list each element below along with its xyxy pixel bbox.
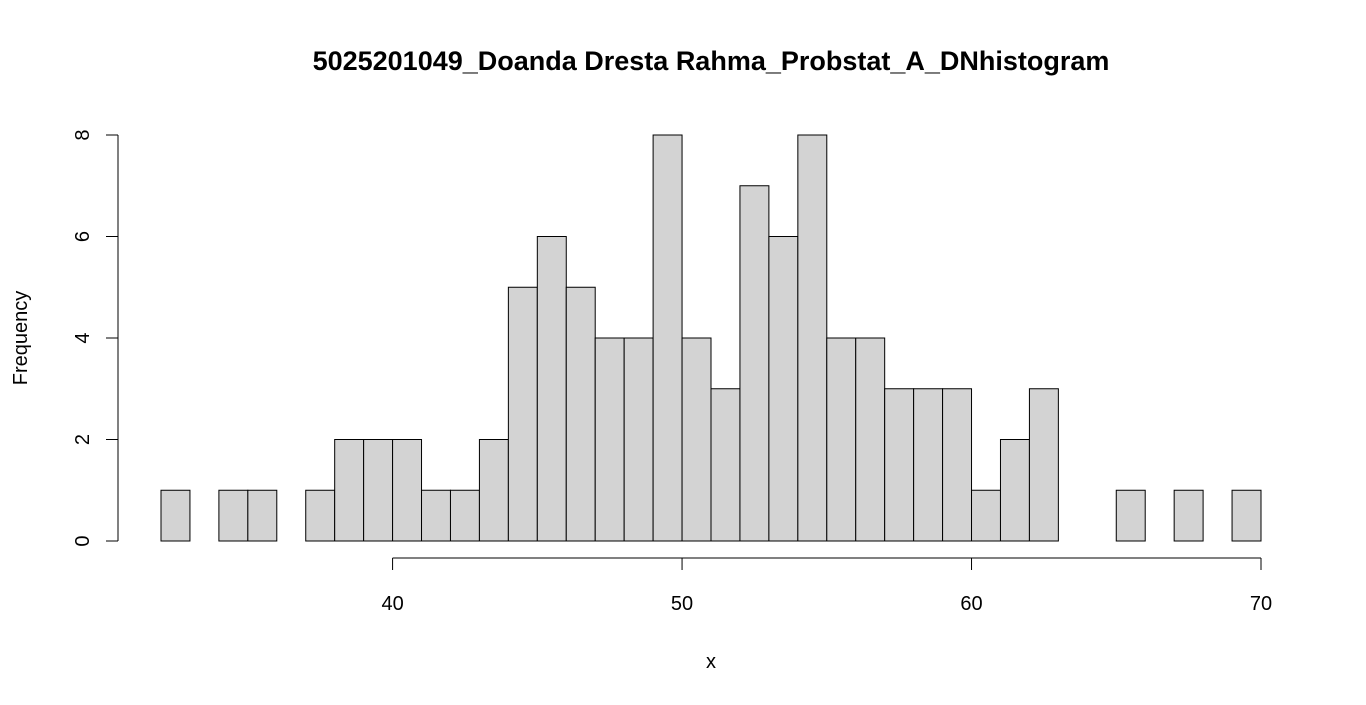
histogram-bar	[594, 337, 625, 542]
histogram-bar	[971, 489, 1001, 542]
histogram-bar	[392, 439, 423, 542]
histogram-bar	[739, 185, 770, 542]
histogram-bar	[478, 439, 509, 542]
histogram-bar	[421, 489, 451, 542]
histogram-bar	[884, 388, 915, 542]
histogram-bar	[826, 337, 857, 542]
histogram-bar	[652, 134, 683, 542]
histogram-bar	[999, 439, 1030, 542]
histogram-bar	[334, 439, 365, 542]
y-tick-label: 2	[72, 434, 94, 445]
histogram-bar	[536, 236, 567, 542]
histogram-bar	[218, 489, 249, 542]
histogram-bar	[247, 489, 278, 542]
chart-title: 5025201049_Doanda Dresta Rahma_Probstat_…	[313, 46, 1110, 76]
histogram-bar	[768, 236, 799, 542]
histogram-bar	[1028, 388, 1059, 542]
histogram-bar	[160, 489, 191, 542]
x-tick-label: 60	[960, 593, 982, 615]
x-tick-label: 50	[671, 593, 693, 615]
histogram-bar	[942, 388, 973, 542]
histogram-bar	[681, 337, 712, 542]
y-axis-label: Frequency	[10, 291, 32, 386]
histogram-bar	[1231, 489, 1262, 542]
histogram-bar	[507, 286, 538, 542]
y-tick-label: 6	[72, 231, 94, 242]
histogram-bar	[855, 337, 886, 542]
histogram-bar	[305, 489, 336, 542]
bars-group	[160, 134, 1262, 542]
y-tick-label: 8	[72, 129, 94, 140]
histogram-bar	[797, 134, 828, 542]
histogram-bar	[363, 439, 394, 542]
y-axis: 0 2 4 6 8	[72, 129, 119, 547]
histogram-bar	[623, 337, 654, 542]
histogram-bar	[1173, 489, 1204, 542]
y-tick-label: 4	[72, 332, 94, 343]
x-axis-label: x	[706, 651, 716, 673]
x-tick-label: 40	[381, 593, 403, 615]
histogram-bar	[913, 388, 944, 542]
x-tick-label: 70	[1250, 593, 1272, 615]
y-tick-label: 0	[72, 535, 94, 546]
histogram-bar	[449, 489, 480, 542]
histogram-bar	[565, 286, 596, 542]
histogram-bar	[710, 388, 741, 542]
x-axis: 40 50 60 70	[381, 557, 1272, 615]
histogram-bar	[1115, 489, 1146, 542]
